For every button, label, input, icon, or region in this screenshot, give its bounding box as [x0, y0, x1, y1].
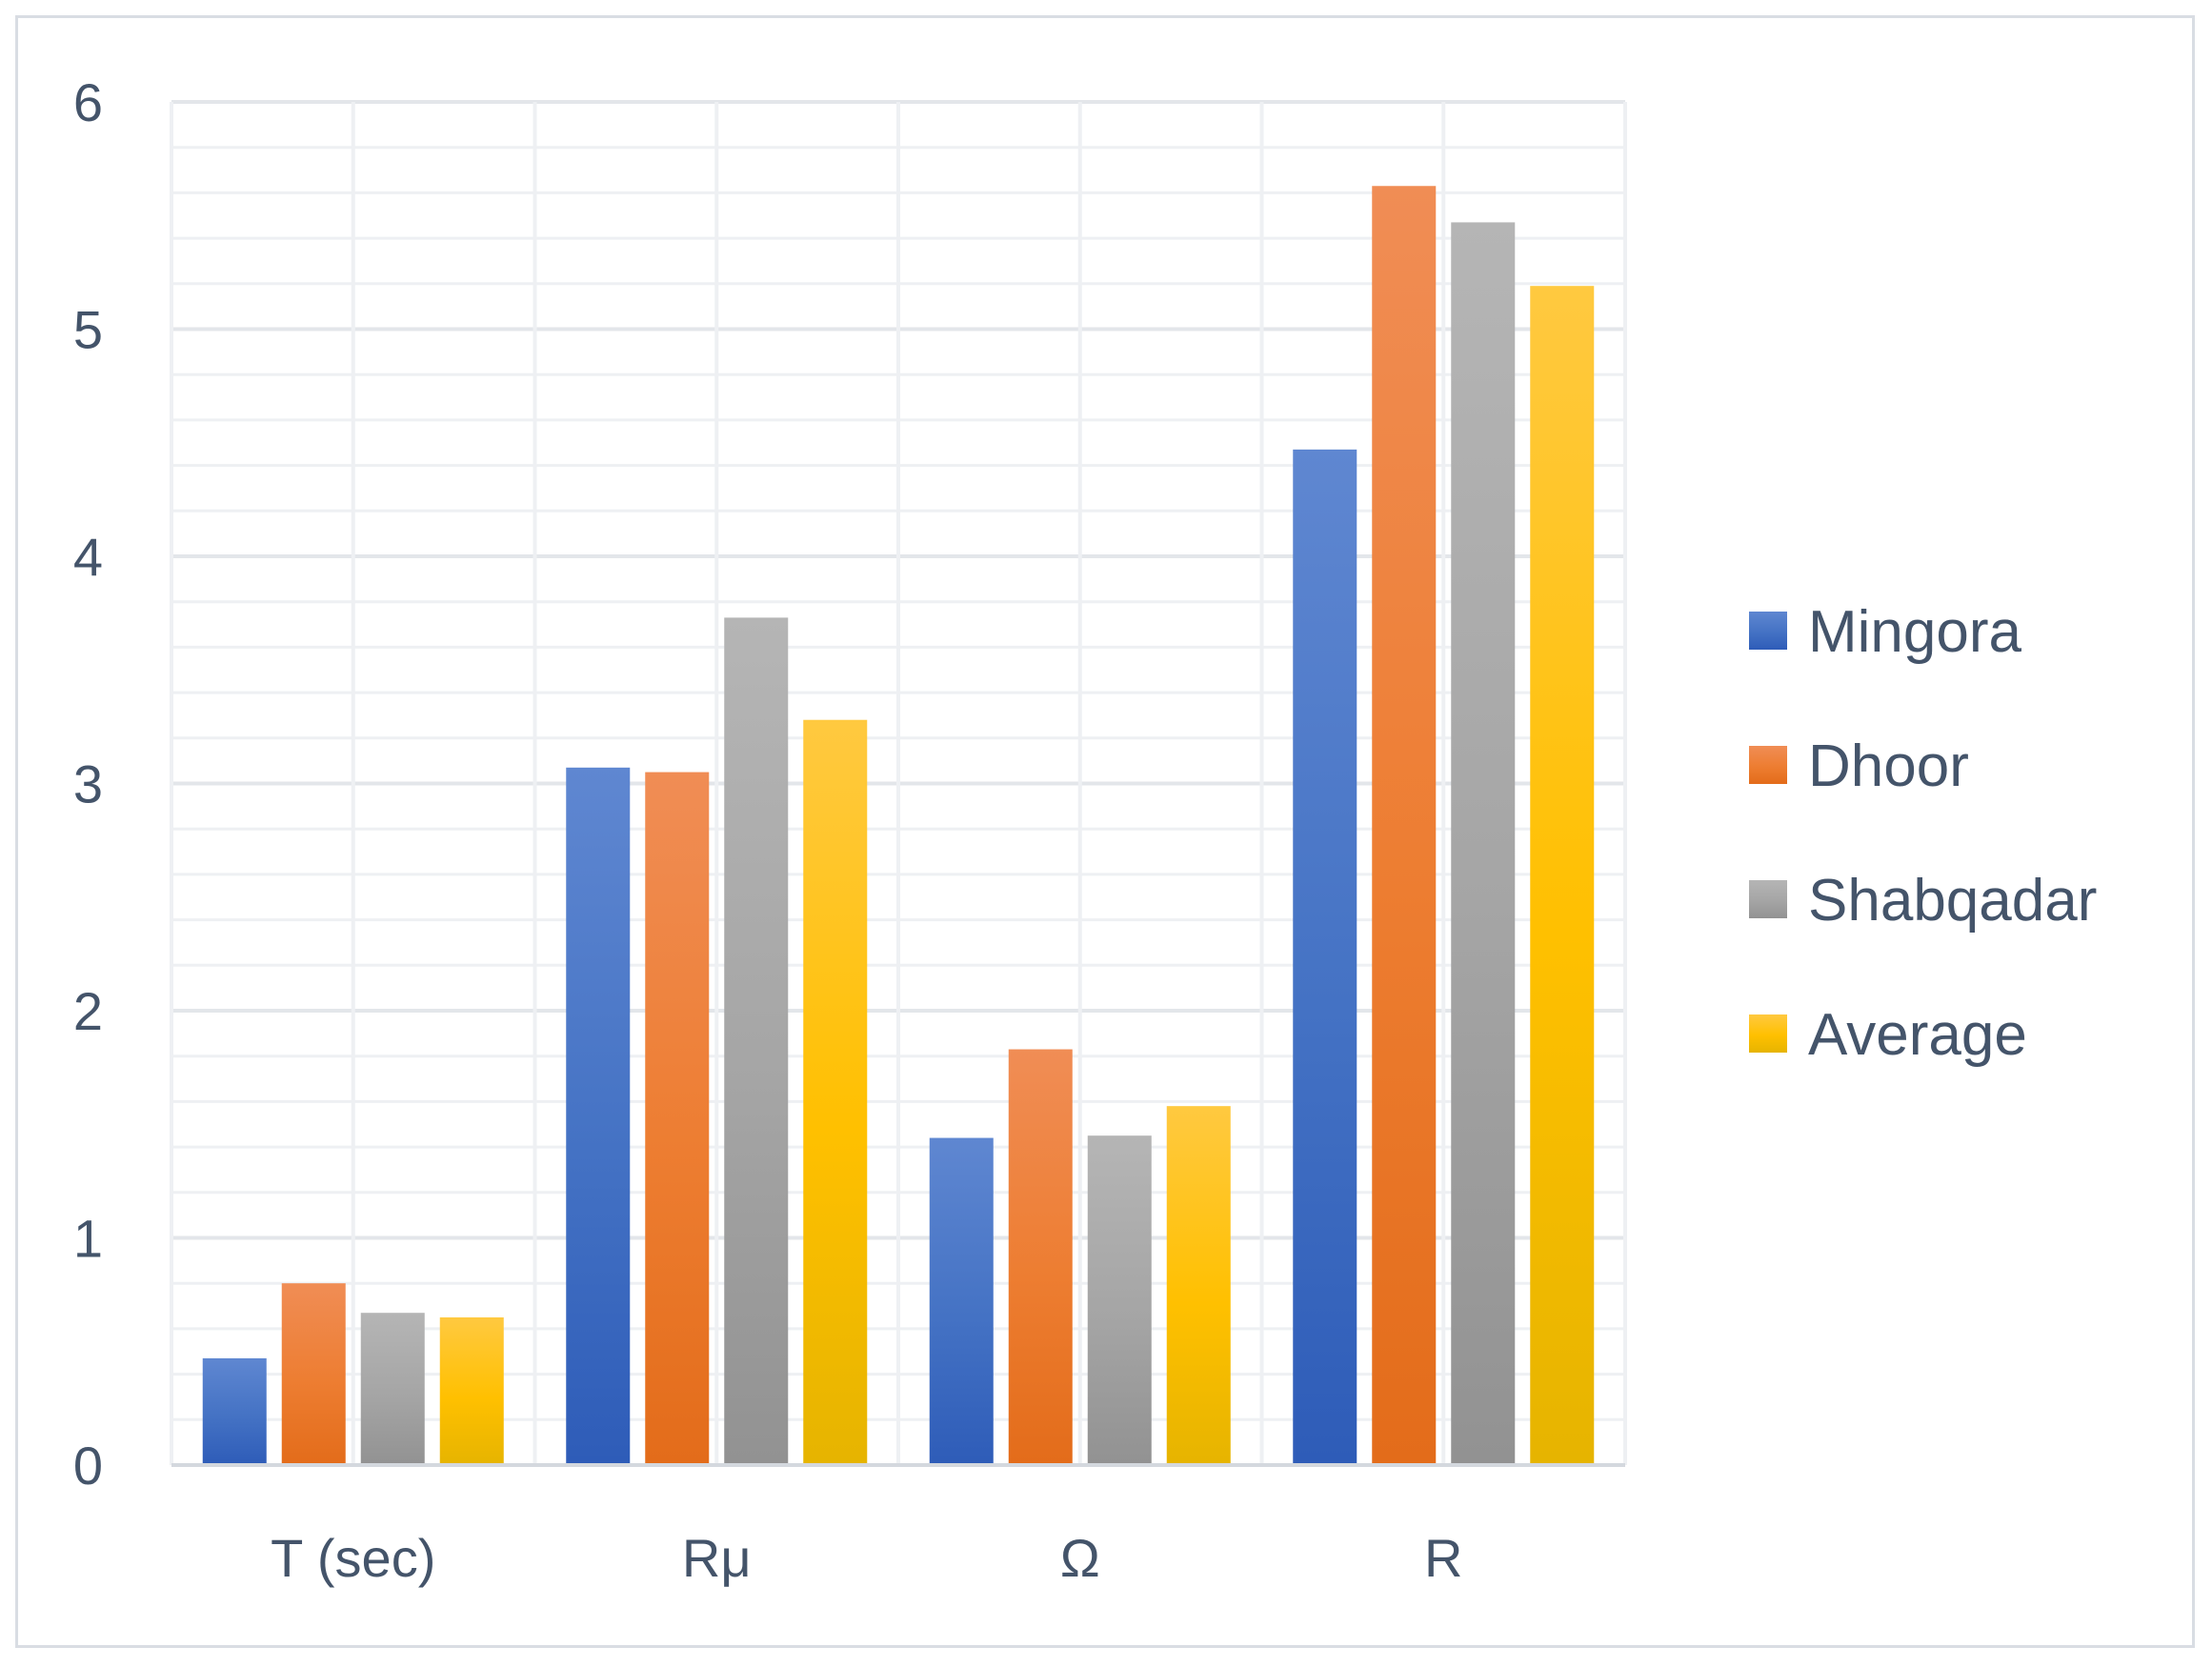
bar-mingora-0: [202, 1357, 267, 1465]
legend-swatch-mingora: [1749, 612, 1787, 650]
legend-label-average: Average: [1808, 1002, 2027, 1068]
bar-shabqadar-1: [724, 617, 789, 1465]
bar-average-1: [803, 719, 868, 1465]
x-tick-label: Ω: [1060, 1528, 1100, 1588]
legend-label-mingora: Mingora: [1808, 599, 2022, 665]
legend-swatch-shabqadar: [1749, 880, 1787, 918]
y-tick-label: 3: [73, 754, 103, 814]
legend: Mingora Dhoor Shabqadar Average: [1749, 599, 2097, 1068]
bar-dhoor-3: [1372, 186, 1437, 1465]
y-tick-label: 4: [73, 527, 103, 587]
bar-average-0: [439, 1316, 504, 1465]
bar-average-3: [1530, 286, 1595, 1465]
bar-mingora-2: [929, 1137, 994, 1465]
y-tick-label: 5: [73, 300, 103, 360]
bar-average-2: [1166, 1106, 1231, 1465]
x-tick-label: T (sec): [271, 1528, 435, 1588]
bar-shabqadar-3: [1451, 222, 1516, 1465]
bar-mingora-3: [1293, 449, 1357, 1465]
bar-dhoor-0: [281, 1283, 346, 1465]
y-tick-label: 0: [73, 1436, 103, 1496]
y-tick-label: 2: [73, 981, 103, 1041]
bar-shabqadar-2: [1087, 1135, 1152, 1465]
bars: [202, 186, 1595, 1465]
bar-dhoor-2: [1008, 1049, 1073, 1465]
legend-label-shabqadar: Shabqadar: [1808, 868, 2097, 934]
legend-label-dhoor: Dhoor: [1808, 733, 1969, 799]
bar-dhoor-1: [645, 772, 710, 1465]
y-tick-label: 1: [73, 1209, 103, 1269]
bar-shabqadar-0: [360, 1313, 425, 1465]
legend-swatch-dhoor: [1749, 746, 1787, 784]
bar-mingora-1: [566, 767, 631, 1465]
y-tick-label: 6: [73, 72, 103, 132]
x-tick-label: Rμ: [682, 1528, 752, 1588]
legend-swatch-average: [1749, 1014, 1787, 1053]
axes: 0 1 2 3 4 5 6 T (sec) Rμ Ω R: [73, 72, 1625, 1588]
x-tick-label: R: [1424, 1528, 1462, 1588]
